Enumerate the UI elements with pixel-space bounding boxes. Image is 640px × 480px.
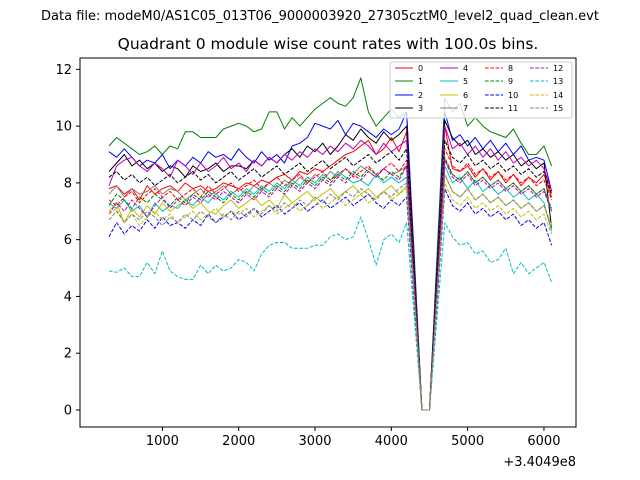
x-tick-label: 1000 (146, 434, 179, 449)
x-axis-offset-label: +3.4049e8 (503, 455, 576, 470)
legend-label-0: 0 (418, 64, 423, 73)
legend-label-7: 7 (463, 104, 468, 113)
legend-label-14: 14 (553, 91, 563, 100)
legend-label-9: 9 (508, 77, 513, 86)
legend-label-10: 10 (508, 91, 518, 100)
legend-label-1: 1 (418, 77, 423, 86)
legend-label-12: 12 (553, 64, 563, 73)
legend-label-13: 13 (553, 77, 563, 86)
y-tick-label: 10 (55, 120, 72, 135)
legend-label-2: 2 (418, 91, 423, 100)
legend-label-6: 6 (463, 91, 468, 100)
legend-label-4: 4 (463, 64, 468, 73)
y-tick-label: 4 (64, 290, 72, 305)
legend-label-15: 15 (553, 104, 563, 113)
y-tick-label: 8 (64, 176, 72, 191)
x-tick-label: 2000 (222, 434, 255, 449)
figure-suptitle: Data file: modeM0/AS1C05_013T06_90000039… (41, 9, 599, 24)
figure: Data file: modeM0/AS1C05_013T06_90000039… (0, 0, 640, 480)
x-tick-label: 6000 (527, 434, 560, 449)
y-tick-label: 12 (55, 63, 72, 78)
legend-label-11: 11 (508, 104, 518, 113)
x-tick-label: 4000 (375, 434, 408, 449)
chart-title: Quadrant 0 module wise count rates with … (118, 35, 539, 53)
legend-label-5: 5 (463, 77, 468, 86)
y-tick-label: 2 (64, 347, 72, 362)
x-tick-label: 5000 (451, 434, 484, 449)
y-tick-label: 6 (64, 233, 72, 248)
x-tick-label: 3000 (298, 434, 331, 449)
legend-label-3: 3 (418, 104, 423, 113)
legend-label-8: 8 (508, 64, 513, 73)
y-tick-label: 0 (64, 403, 72, 418)
